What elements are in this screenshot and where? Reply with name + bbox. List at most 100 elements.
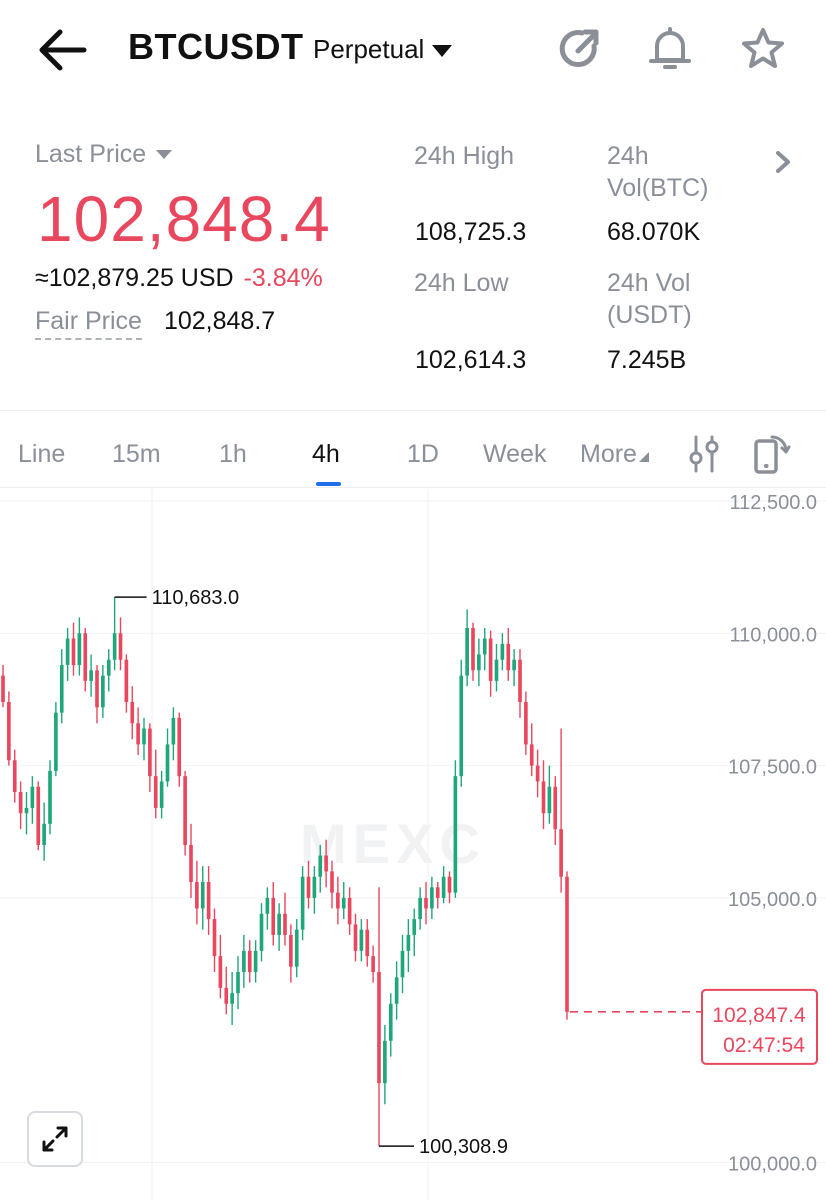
candle-body bbox=[559, 829, 563, 877]
low-marker-label: 100,308.9 bbox=[419, 1136, 508, 1158]
candle-body bbox=[230, 993, 234, 1004]
market-stats: Last Price 102,848.4 ≈102,879.25 USD -3.… bbox=[0, 120, 826, 410]
y-axis-tick-label: 107,500.0 bbox=[728, 757, 817, 779]
high-24h-value: 108,725.3 bbox=[415, 218, 527, 246]
candle-body bbox=[565, 876, 569, 1012]
candle-body bbox=[353, 924, 358, 951]
low-24h-label: 24h Low bbox=[414, 269, 509, 297]
candle-body bbox=[1, 675, 5, 703]
candle-body bbox=[500, 643, 505, 660]
candle-body bbox=[142, 728, 146, 745]
candle-body bbox=[54, 712, 58, 771]
candle-body bbox=[324, 855, 328, 872]
caret-down-icon bbox=[156, 150, 173, 159]
usd-price-line: ≈102,879.25 USD -3.84% bbox=[35, 264, 323, 293]
vol-btc-value: 68.070K bbox=[607, 218, 701, 246]
candle-body bbox=[95, 670, 99, 708]
candle-body bbox=[118, 633, 123, 660]
current-price-label: 102,847.4 bbox=[712, 1004, 806, 1027]
candle-body bbox=[512, 659, 516, 671]
candle-body bbox=[383, 1040, 387, 1084]
candle-body bbox=[200, 882, 205, 909]
candle-body bbox=[112, 633, 117, 660]
y-axis-tick-label: 112,500.0 bbox=[730, 492, 818, 514]
candle-body bbox=[177, 717, 182, 777]
low-24h-value: 102,614.3 bbox=[415, 346, 527, 374]
candle-body bbox=[218, 956, 223, 988]
fullscreen-button[interactable] bbox=[27, 1111, 83, 1167]
candle-body bbox=[535, 765, 540, 782]
y-axis-tick-label: 105,000.0 bbox=[728, 889, 817, 911]
candle-body bbox=[330, 871, 334, 893]
symbol-title[interactable]: BTCUSDT bbox=[128, 26, 304, 67]
candle-body bbox=[271, 897, 276, 935]
price-chart[interactable]: MEXC 112,500.0 110,000.0 107,500.0 105,000.… bbox=[0, 489, 826, 1200]
candle-body bbox=[265, 897, 270, 914]
bell-icon[interactable] bbox=[645, 24, 695, 74]
candle-body bbox=[283, 913, 287, 935]
candle-body bbox=[101, 675, 105, 708]
candle-body bbox=[388, 1003, 393, 1041]
candle-body bbox=[318, 855, 323, 877]
candle-body bbox=[12, 760, 17, 793]
last-price-selector[interactable]: Last Price bbox=[35, 140, 173, 169]
usd-price: ≈102,879.25 USD bbox=[35, 264, 234, 292]
candle-body bbox=[48, 770, 52, 824]
candle-body bbox=[159, 781, 164, 808]
candle-body bbox=[312, 876, 317, 898]
candle-body bbox=[242, 950, 246, 972]
candle-body bbox=[365, 929, 370, 957]
candle-body bbox=[130, 702, 135, 724]
candle-body bbox=[494, 659, 499, 681]
exchange-watermark: MEXC bbox=[300, 812, 486, 875]
candle-body bbox=[277, 913, 281, 935]
tab-more[interactable]: More bbox=[580, 440, 649, 469]
candle-body bbox=[541, 781, 546, 814]
high-marker-label: 110,683.0 bbox=[152, 587, 240, 609]
candlestick-chart[interactable]: 112,500.0 110,000.0 107,500.0 105,000.0 100,… bbox=[0, 489, 826, 1200]
fair-price-label[interactable]: Fair Price bbox=[35, 307, 142, 340]
rotate-screen-icon[interactable] bbox=[752, 432, 792, 476]
contract-type-label: Perpetual bbox=[313, 34, 425, 64]
vol-btc-label: 24h Vol(BTC) bbox=[607, 140, 708, 204]
candle-body bbox=[77, 633, 82, 666]
candle-body bbox=[453, 776, 458, 893]
share-icon[interactable] bbox=[554, 24, 604, 74]
current-price-box[interactable] bbox=[701, 988, 818, 1065]
star-icon[interactable] bbox=[738, 24, 788, 74]
candle-body bbox=[36, 786, 41, 845]
candle-body bbox=[236, 971, 240, 994]
candle-body bbox=[18, 792, 23, 814]
vol-usdt-label: 24h Vol (USDT) bbox=[607, 267, 692, 331]
top-bar: BTCUSDT Perpetual bbox=[0, 0, 826, 100]
candle-body bbox=[300, 876, 305, 930]
tab-more-label: More bbox=[580, 440, 637, 468]
back-arrow-icon[interactable] bbox=[34, 22, 94, 78]
candle-body bbox=[165, 744, 170, 782]
candle-body bbox=[336, 892, 340, 909]
vol-usdt-label-line1: 24h Vol bbox=[607, 269, 691, 297]
candle-body bbox=[106, 659, 111, 676]
tab-1h[interactable]: 1h bbox=[219, 440, 247, 468]
candle-body bbox=[506, 643, 511, 671]
candle-body bbox=[394, 977, 399, 1004]
contract-type-selector[interactable]: Perpetual bbox=[313, 34, 453, 65]
tab-4h[interactable]: 4h bbox=[312, 440, 340, 468]
tab-line[interactable]: Line bbox=[18, 440, 66, 468]
chevron-right-icon[interactable] bbox=[772, 148, 794, 176]
indicator-settings-icon[interactable] bbox=[688, 434, 720, 474]
tab-1d[interactable]: 1D bbox=[407, 440, 439, 468]
candle-body bbox=[71, 638, 76, 666]
change-percent: -3.84% bbox=[243, 264, 323, 292]
caret-down-icon bbox=[432, 44, 453, 57]
y-axis-tick-label: 110,000.0 bbox=[730, 624, 818, 646]
candle-body bbox=[553, 786, 558, 830]
candle-body bbox=[359, 929, 364, 951]
tab-15m[interactable]: 15m bbox=[112, 440, 161, 468]
candle-body bbox=[253, 950, 258, 972]
candle-body bbox=[148, 728, 152, 777]
tab-week[interactable]: Week bbox=[483, 440, 547, 468]
candle-body bbox=[224, 987, 229, 1004]
candle-body bbox=[247, 950, 252, 972]
divider bbox=[0, 487, 826, 488]
